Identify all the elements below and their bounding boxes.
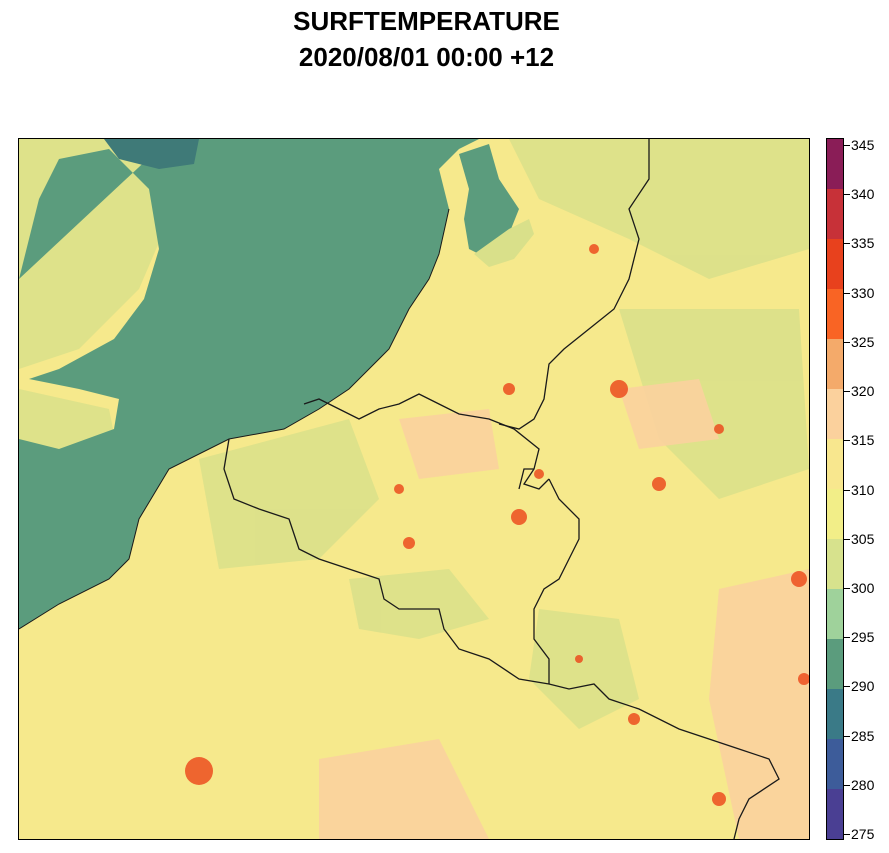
colorbar-tick — [844, 735, 850, 737]
colorbar-segment — [827, 739, 843, 789]
colorbar-segment — [827, 339, 843, 389]
colorbar-label: 310 — [851, 481, 875, 498]
colorbar-tick — [844, 784, 850, 786]
country-borders — [223, 139, 780, 839]
colorbar-label: 305 — [851, 530, 875, 547]
colorbar-segment — [827, 489, 843, 539]
north-sea — [19, 139, 479, 629]
colorbar-tick — [844, 145, 850, 146]
colorbar-label: 275 — [851, 826, 875, 842]
colorbar-tick — [844, 341, 850, 343]
colorbar-segment — [827, 439, 843, 489]
colorbar-segment — [827, 689, 843, 739]
colorbar-tick — [844, 194, 850, 196]
colorbar-tick — [844, 834, 850, 835]
colorbar-tick — [844, 489, 850, 491]
colorbar-segment — [827, 389, 843, 439]
map-subtitle: 2020/08/01 00:00 +12 — [298, 42, 555, 72]
colorbar-label: 300 — [851, 579, 875, 596]
colorbar-segment — [827, 189, 843, 239]
colorbar-segment — [827, 789, 843, 839]
lake-land-inset — [474, 219, 534, 267]
colorbar-label: 290 — [851, 678, 875, 695]
vegetation-patches — [19, 139, 809, 729]
warm-patches — [319, 379, 809, 839]
colorbar — [826, 138, 844, 840]
colorbar-label: 285 — [851, 727, 875, 744]
colorbar-segment — [827, 539, 843, 589]
coastline — [19, 208, 450, 630]
deep-sea-patch — [104, 139, 199, 169]
colorbar-tick — [844, 440, 850, 442]
colorbar-tick — [844, 686, 850, 688]
colorbar-segment — [827, 639, 843, 689]
colorbar-label: 330 — [851, 284, 875, 301]
colorbar-tick — [844, 538, 850, 540]
inland-lake — [459, 144, 519, 259]
surface-temperature-map — [18, 138, 810, 840]
urban-hotspots — [185, 244, 809, 806]
colorbar-tick — [844, 637, 850, 639]
colorbar-label: 320 — [851, 383, 875, 400]
colorbar-label: 345 — [851, 137, 875, 153]
colorbar-label: 340 — [851, 186, 875, 203]
map-canvas — [19, 139, 809, 839]
colorbar-label: 315 — [851, 432, 875, 449]
colorbar-label: 325 — [851, 333, 875, 350]
colorbar-segment — [827, 589, 843, 639]
colorbar-label: 280 — [851, 776, 875, 793]
colorbar-tick — [844, 391, 850, 393]
colorbar-label: 335 — [851, 235, 875, 252]
colorbar-segment — [827, 139, 843, 189]
colorbar-label: 295 — [851, 629, 875, 646]
colorbar-tick — [844, 587, 850, 589]
colorbar-tick — [844, 292, 850, 294]
colorbar-segment — [827, 239, 843, 289]
colorbar-segment — [827, 289, 843, 339]
map-title: SURFTEMPERATURE — [293, 6, 560, 36]
colorbar-tick — [844, 243, 850, 245]
